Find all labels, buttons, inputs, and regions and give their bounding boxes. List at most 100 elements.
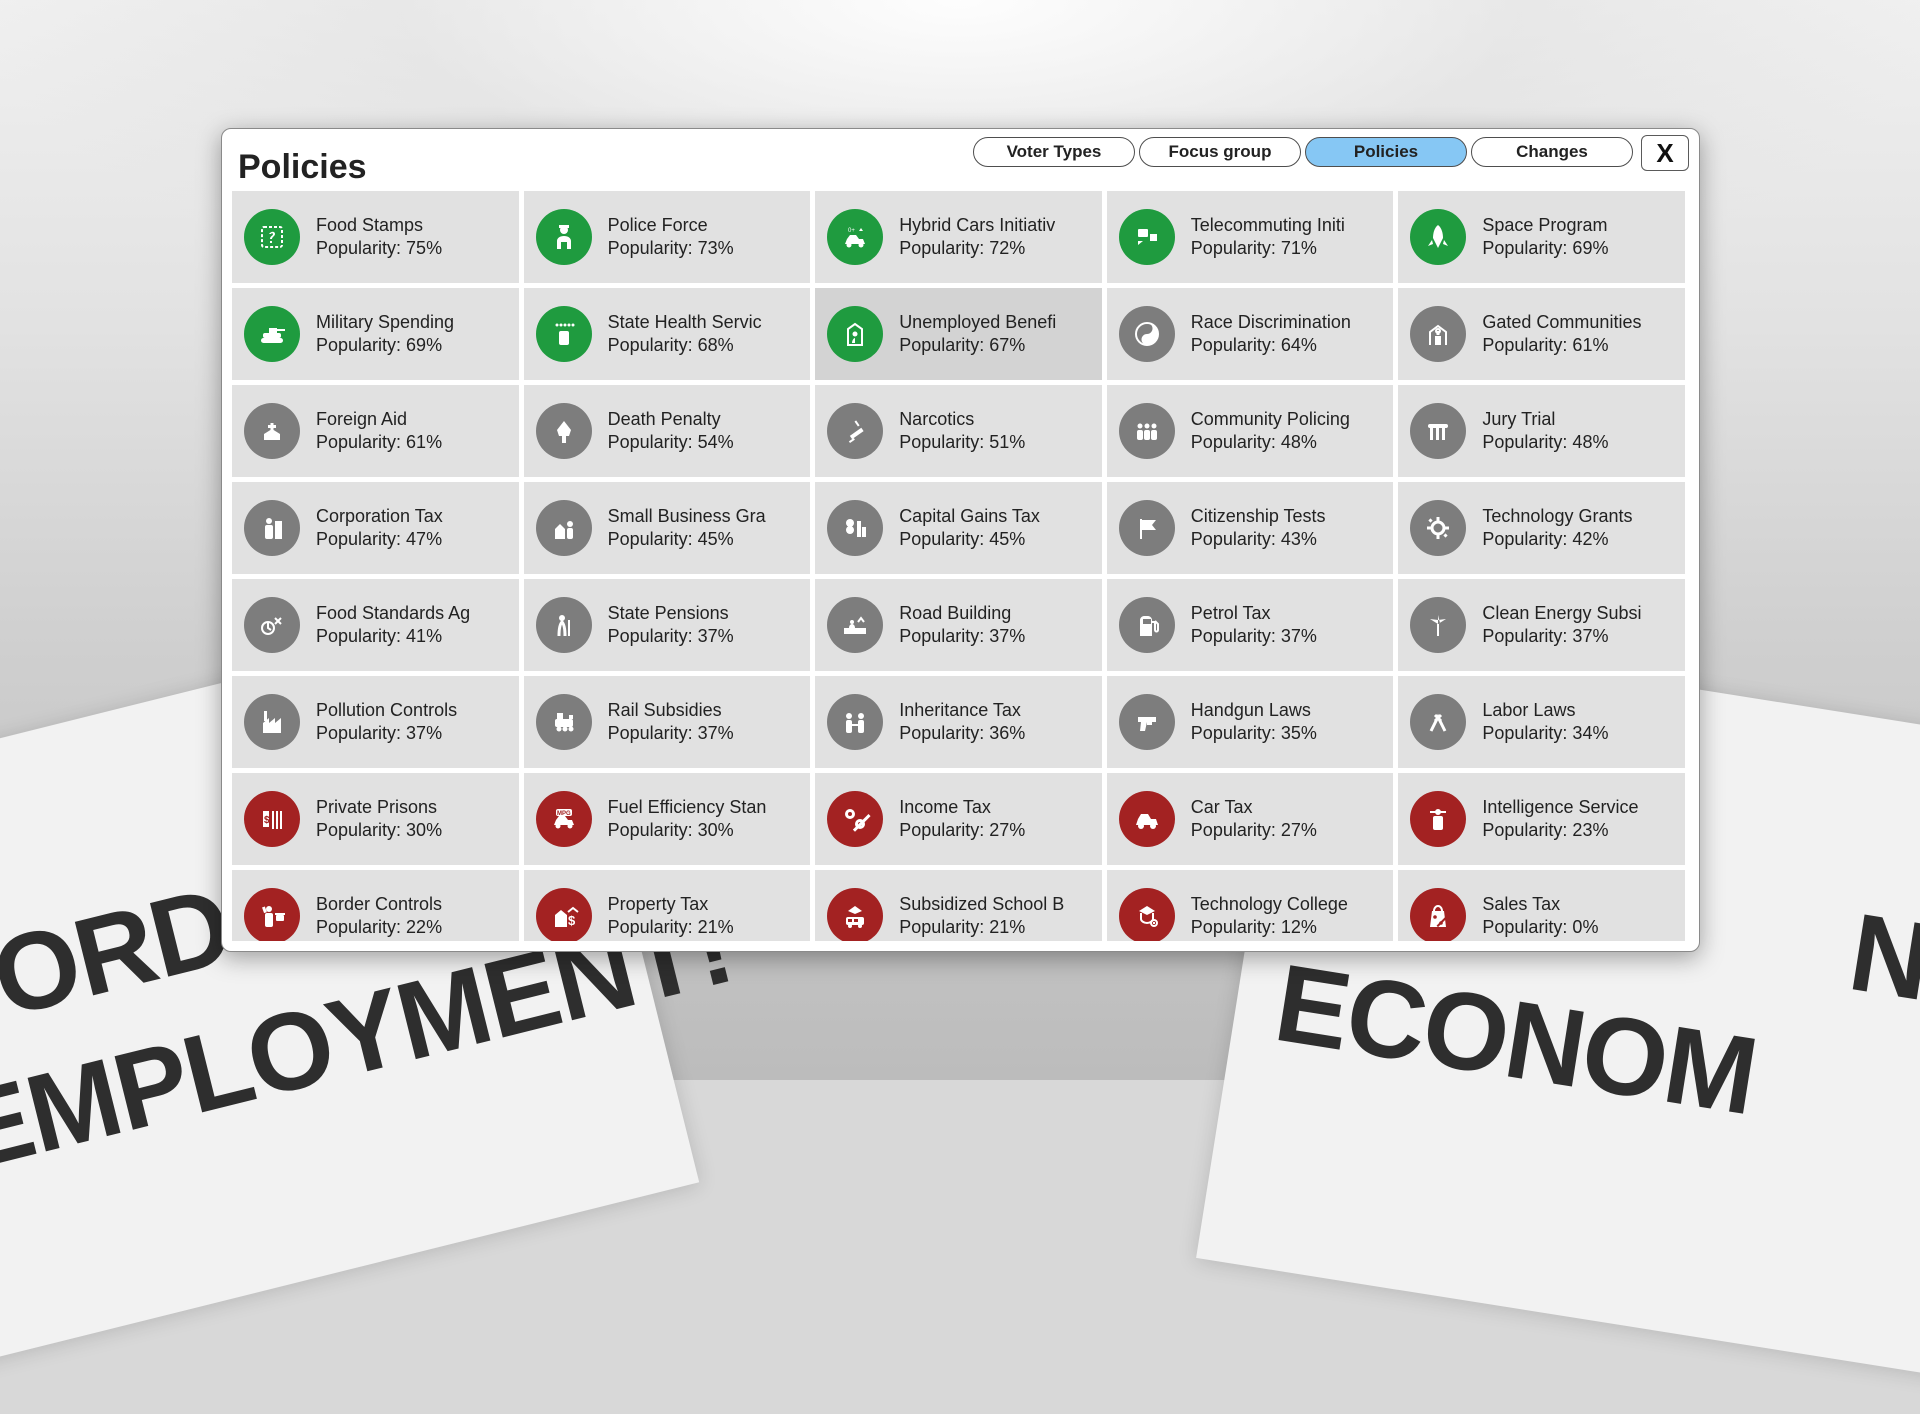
policy-cell[interactable]: Pollution ControlsPopularity: 37% [232,676,519,768]
policy-cell[interactable]: Jury TrialPopularity: 48% [1398,385,1685,477]
policy-cell[interactable]: Space ProgramPopularity: 69% [1398,191,1685,283]
close-button[interactable]: X [1641,135,1689,171]
policy-popularity: Popularity: 41% [316,626,470,647]
policy-popularity: Popularity: 61% [316,432,442,453]
policy-cell[interactable]: Technology CollegePopularity: 12% [1107,870,1394,941]
policy-meta: Fuel Efficiency StanPopularity: 30% [608,797,767,841]
policy-cell[interactable]: Foreign AidPopularity: 61% [232,385,519,477]
policy-cell[interactable]: Car TaxPopularity: 27% [1107,773,1394,865]
policy-cell[interactable]: Small Business GraPopularity: 45% [524,482,811,574]
policy-name: Border Controls [316,894,442,915]
tab-label: Voter Types [1007,142,1102,162]
policy-name: Intelligence Service [1482,797,1638,818]
policy-grid-scroll[interactable]: Food StampsPopularity: 75% Police ForcePo… [232,191,1689,941]
policy-cell[interactable]: Capital Gains TaxPopularity: 45% [815,482,1102,574]
corp-icon [244,500,300,556]
policy-cell[interactable]: Intelligence ServicePopularity: 23% [1398,773,1685,865]
techgrant-icon [1410,500,1466,556]
tab-bar: Voter Types Focus group Policies Changes [973,137,1633,167]
rocket-icon [1410,209,1466,265]
policy-cell[interactable]: Sales TaxPopularity: 0% [1398,870,1685,941]
tab-focus-group[interactable]: Focus group [1139,137,1301,167]
policy-cell[interactable]: Corporation TaxPopularity: 47% [232,482,519,574]
policy-name: Corporation Tax [316,506,443,527]
tab-voter-types[interactable]: Voter Types [973,137,1135,167]
policy-cell[interactable]: Food StampsPopularity: 75% [232,191,519,283]
policy-cell[interactable]: Clean Energy SubsiPopularity: 37% [1398,579,1685,671]
policy-name: Unemployed Benefi [899,312,1056,333]
smallbiz-icon [536,500,592,556]
policy-popularity: Popularity: 68% [608,335,762,356]
policy-cell[interactable]: Food Standards AgPopularity: 41% [232,579,519,671]
policy-cell[interactable]: Citizenship TestsPopularity: 43% [1107,482,1394,574]
tab-label: Policies [1354,142,1418,162]
policy-cell[interactable]: NarcoticsPopularity: 51% [815,385,1102,477]
policy-name: Labor Laws [1482,700,1608,721]
policy-cell[interactable]: Death PenaltyPopularity: 54% [524,385,811,477]
wind-icon [1410,597,1466,653]
policy-grid: Food StampsPopularity: 75% Police ForcePo… [232,191,1685,941]
policy-cell[interactable]: Property TaxPopularity: 21% [524,870,811,941]
policy-name: Small Business Gra [608,506,766,527]
policy-popularity: Popularity: 48% [1191,432,1350,453]
policy-popularity: Popularity: 71% [1191,238,1345,259]
tab-policies[interactable]: Policies [1305,137,1467,167]
agent-icon [1410,791,1466,847]
policy-meta: Capital Gains TaxPopularity: 45% [899,506,1040,550]
train-icon [536,694,592,750]
policy-cell[interactable]: Handgun LawsPopularity: 35% [1107,676,1394,768]
policy-cell[interactable]: Rail SubsidiesPopularity: 37% [524,676,811,768]
policy-cell[interactable]: Fuel Efficiency StanPopularity: 30% [524,773,811,865]
policy-meta: Jury TrialPopularity: 48% [1482,409,1608,453]
policy-cell[interactable]: State Health ServicPopularity: 68% [524,288,811,380]
policy-cell[interactable]: Road BuildingPopularity: 37% [815,579,1102,671]
policy-cell[interactable]: Hybrid Cars InitiativPopularity: 72% [815,191,1102,283]
policy-cell[interactable]: Unemployed BenefiPopularity: 67% [815,288,1102,380]
percent-icon [827,791,883,847]
policy-meta: Foreign AidPopularity: 61% [316,409,442,453]
policy-popularity: Popularity: 72% [899,238,1055,259]
policy-meta: Police ForcePopularity: 73% [608,215,734,259]
policy-name: Military Spending [316,312,454,333]
policy-name: Inheritance Tax [899,700,1025,721]
tab-label: Focus group [1169,142,1272,162]
gated-icon [1410,306,1466,362]
policy-cell[interactable]: Police ForcePopularity: 73% [524,191,811,283]
policy-meta: Space ProgramPopularity: 69% [1482,215,1608,259]
tab-label: Changes [1516,142,1588,162]
policy-cell[interactable]: Income TaxPopularity: 27% [815,773,1102,865]
policy-cell[interactable]: Military SpendingPopularity: 69% [232,288,519,380]
policy-name: Income Tax [899,797,1025,818]
policy-popularity: Popularity: 61% [1482,335,1641,356]
policy-cell[interactable]: State PensionsPopularity: 37% [524,579,811,671]
policy-cell[interactable]: Inheritance TaxPopularity: 36% [815,676,1102,768]
page-title: Policies [238,148,367,187]
mpg-icon [536,791,592,847]
policy-cell[interactable]: Community PolicingPopularity: 48% [1107,385,1394,477]
policy-meta: State Health ServicPopularity: 68% [608,312,762,356]
policy-popularity: Popularity: 12% [1191,917,1348,938]
policy-cell[interactable]: Telecommuting InitiPopularity: 71% [1107,191,1394,283]
policy-cell[interactable]: Subsidized School BPopularity: 21% [815,870,1102,941]
inherit-icon [827,694,883,750]
tab-changes[interactable]: Changes [1471,137,1633,167]
policy-popularity: Popularity: 21% [608,917,734,938]
policy-cell[interactable]: Border ControlsPopularity: 22% [232,870,519,941]
policy-name: Clean Energy Subsi [1482,603,1641,624]
policy-cell[interactable]: Petrol TaxPopularity: 37% [1107,579,1394,671]
border-icon [244,888,300,941]
policy-meta: Income TaxPopularity: 27% [899,797,1025,841]
policy-cell[interactable]: Private PrisonsPopularity: 30% [232,773,519,865]
policy-name: Technology College [1191,894,1348,915]
policy-meta: Pollution ControlsPopularity: 37% [316,700,457,744]
policy-cell[interactable]: Technology GrantsPopularity: 42% [1398,482,1685,574]
policy-name: Community Policing [1191,409,1350,430]
policy-cell[interactable]: Labor LawsPopularity: 34% [1398,676,1685,768]
policy-popularity: Popularity: 47% [316,529,443,550]
close-icon: X [1656,138,1673,169]
policy-cell[interactable]: Gated CommunitiesPopularity: 61% [1398,288,1685,380]
policy-popularity: Popularity: 42% [1482,529,1632,550]
policy-cell[interactable]: Race DiscriminationPopularity: 64% [1107,288,1394,380]
policy-meta: Inheritance TaxPopularity: 36% [899,700,1025,744]
police-icon [536,209,592,265]
